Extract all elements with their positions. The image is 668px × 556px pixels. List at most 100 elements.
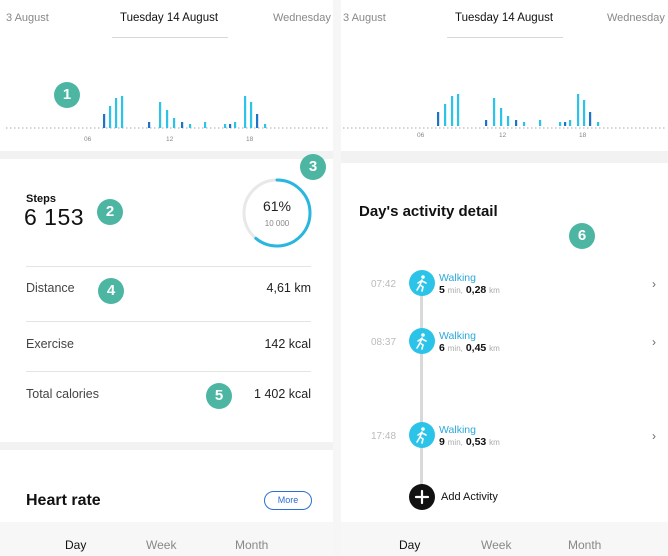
chart-tick-06: 06 [417,132,425,139]
chart-bar [250,102,253,128]
chevron-right-icon[interactable]: › [652,335,656,349]
tab-month[interactable]: Month [568,538,602,552]
distance-label: Distance [26,281,75,295]
heart-rate-title: Heart rate [26,492,101,509]
chart-bar [229,124,232,128]
section-divider [0,151,333,159]
prev-date[interactable]: 3 August [6,12,49,24]
chart-bar [523,122,526,126]
chart-bar [256,114,259,128]
activity-distance: 0,28 [465,284,487,296]
row-divider [26,321,311,322]
section-divider [341,151,668,163]
add-activity-label[interactable]: Add Activity [441,491,498,503]
activity-name[interactable]: Walking [439,330,476,342]
chart-bar [166,110,169,128]
chart-bar [583,100,586,126]
activity-distance: 0,53 [465,436,487,448]
activity-minutes: 5 [439,284,445,296]
chart-bar [148,122,151,128]
chart-bar [500,108,503,126]
ring-progress [242,178,312,248]
tab-week[interactable]: Week [481,538,512,552]
distance-value: 4,61 km [266,281,311,295]
chart-bar [597,122,600,126]
activity-time: 07:42 [371,279,397,290]
activity-distance: 0,45 [465,342,487,354]
activity-minutes-unit: min, [447,438,463,447]
callout-badge-1: 1 [54,82,80,108]
row-divider [26,371,311,372]
chart-tick-12: 12 [499,132,507,139]
steps-percent: 61% [262,198,292,214]
chart-bar [224,124,227,128]
tab-month[interactable]: Month [235,538,269,552]
activity-distance-unit: km [489,438,500,447]
steps-label: Steps [26,193,56,205]
heart-rate-more-button[interactable]: More [264,491,312,510]
current-date: Tuesday 14 August [120,12,219,24]
activity-time: 08:37 [371,337,397,348]
activity-name[interactable]: Walking [439,424,476,436]
steps-goal-ring[interactable] [240,176,314,250]
activity-minutes: 6 [439,342,445,354]
next-date[interactable]: Wednesday [607,12,665,24]
chart-bars [437,94,600,126]
chart-bar [589,112,592,126]
hourly-steps-chart: 06 12 18 [341,40,668,150]
chart-bar [173,118,176,128]
chart-bar [159,102,162,128]
chart-bar [121,96,124,128]
tab-day[interactable]: Day [399,538,421,552]
chart-bar [264,124,267,128]
current-date-underline [112,37,228,38]
callout-badge-2: 2 [97,199,123,225]
date-navigator: 3 August Tuesday 14 August Wednesday [0,0,333,38]
current-date: Tuesday 14 August [455,12,554,24]
current-date-underline [447,37,563,38]
chart-bar [539,120,542,126]
chart-tick-12: 12 [166,136,174,143]
chart-bar [103,114,106,128]
activity-detail-title: Day's activity detail [359,203,498,220]
add-activity-icon[interactable] [409,484,435,510]
exercise-label: Exercise [26,337,74,351]
callout-badge-6: 6 [569,223,595,249]
chart-bar [457,94,460,126]
activity-timeline [420,287,423,487]
chart-bar [569,120,572,126]
chart-bar [577,94,580,126]
activity-minutes-unit: min, [447,344,463,353]
chart-bar [109,106,112,128]
activity-stats: 6 min, 0,45 km [439,342,500,354]
callout-badge-5: 5 [206,383,232,409]
chevron-right-icon[interactable]: › [652,277,656,291]
chart-tick-06: 06 [84,136,92,143]
chart-bar [234,122,237,128]
chart-bar [204,122,207,128]
walking-icon [409,328,435,354]
chevron-right-icon[interactable]: › [652,429,656,443]
chart-tick-18: 18 [246,136,254,143]
callout-badge-3: 3 [300,154,326,180]
period-tabs: Day Week Month [0,522,333,556]
activity-distance-unit: km [489,344,500,353]
prev-date[interactable]: 3 August [343,12,386,24]
chart-bar [507,116,510,126]
tab-day[interactable]: Day [65,538,87,552]
chart-bar [444,104,447,126]
activity-name[interactable]: Walking [439,272,476,284]
tab-week[interactable]: Week [146,538,177,552]
chart-bar [485,120,488,126]
chart-bar [181,122,184,128]
steps-summary-panel: 3 August Tuesday 14 August Wednesday 06 … [0,0,333,556]
chart-bar [437,112,440,126]
chart-bar [559,122,562,126]
steps-value: 6 153 [24,204,85,230]
chart-bar [244,96,247,128]
total-calories-label: Total calories [26,387,99,401]
activity-stats: 9 min, 0,53 km [439,436,500,448]
chart-tick-18: 18 [579,132,587,139]
walking-icon [409,422,435,448]
next-date[interactable]: Wednesday [273,12,331,24]
